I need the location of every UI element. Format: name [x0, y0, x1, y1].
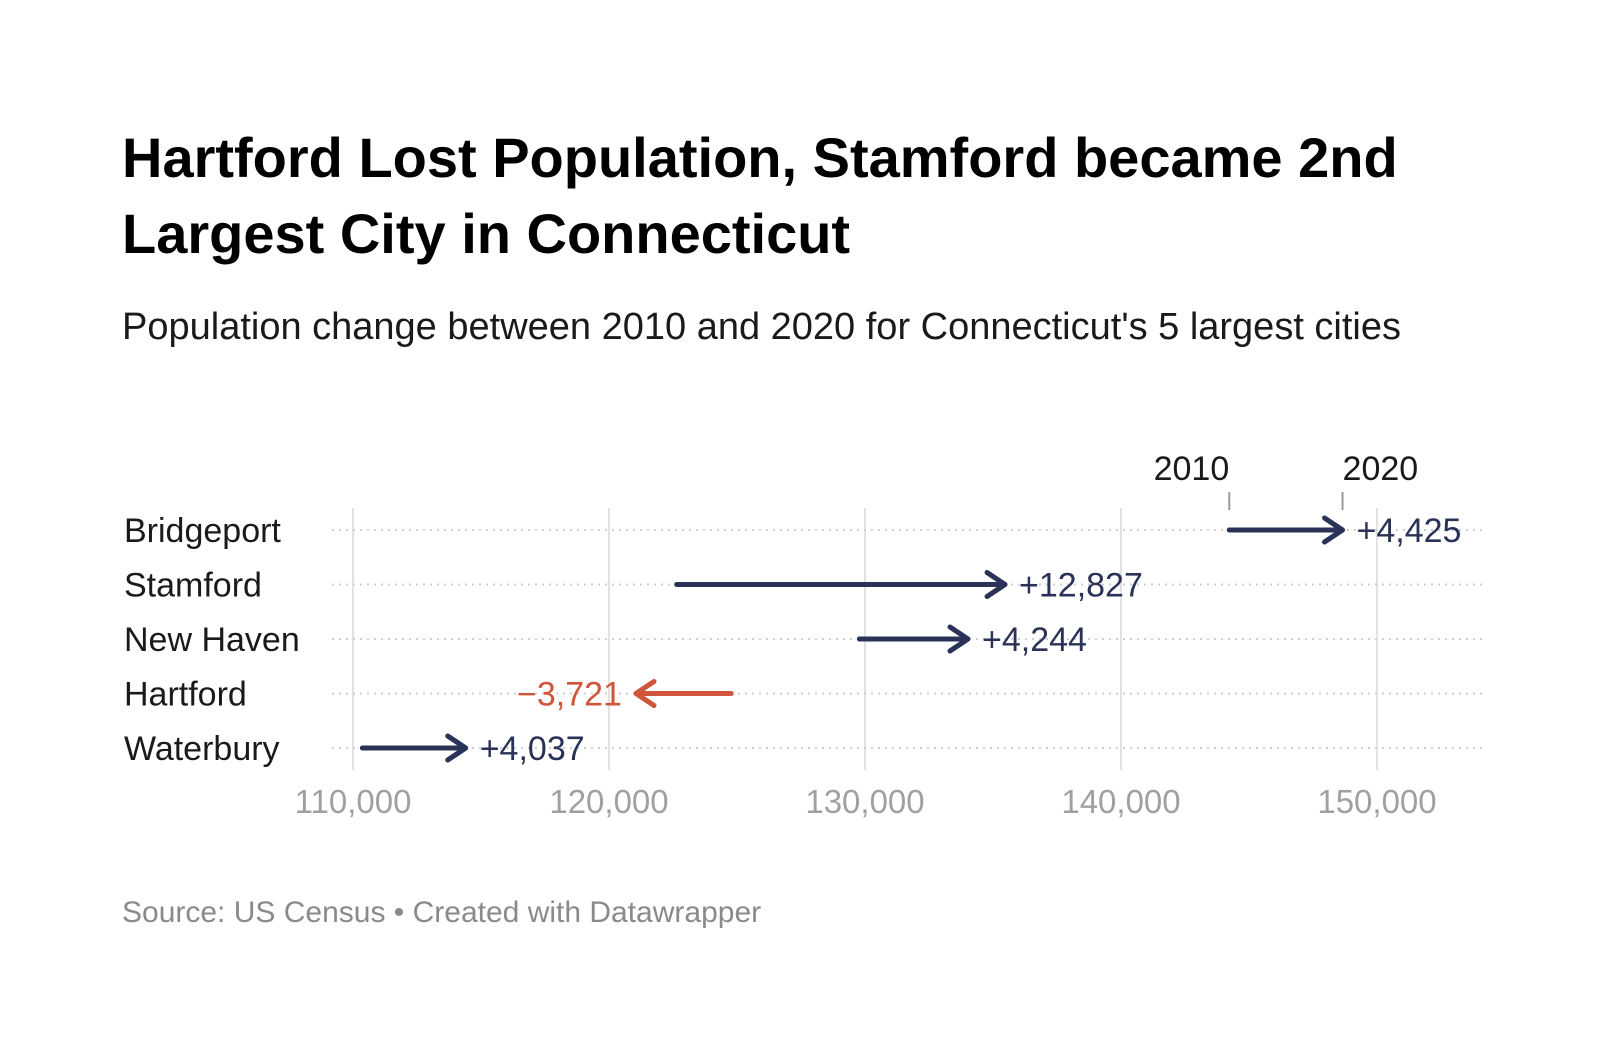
arrow-head: [947, 624, 971, 654]
change-label: −3,721: [517, 676, 622, 714]
city-label: Hartford: [124, 676, 247, 714]
city-label: Stamford: [124, 567, 262, 605]
x-tick-label: 140,000: [1061, 783, 1180, 820]
legend-label-2010: 2010: [1154, 450, 1230, 488]
x-tick-label: 130,000: [805, 783, 924, 820]
city-label: Waterbury: [124, 730, 280, 768]
source-footer: Source: US Census • Created with Datawra…: [122, 896, 762, 929]
arrow-head: [445, 733, 469, 763]
arrow-head: [1322, 515, 1346, 545]
city-label: Bridgeport: [124, 512, 281, 550]
legend-label-2020: 2020: [1343, 450, 1419, 488]
change-label: +4,244: [982, 621, 1087, 659]
arrow-head: [633, 679, 657, 708]
x-tick-label: 120,000: [549, 783, 668, 820]
change-label: +4,425: [1357, 512, 1462, 550]
change-label: +12,827: [1019, 567, 1143, 605]
chart-subtitle: Population change between 2010 and 2020 …: [122, 306, 1402, 348]
chart-title: Hartford Lost Population, Stamford becam…: [122, 126, 1398, 265]
change-label: +4,037: [480, 730, 585, 768]
x-tick-label: 150,000: [1317, 783, 1436, 820]
arrow-head: [984, 570, 1008, 599]
city-label: New Haven: [124, 621, 300, 659]
x-tick-label: 110,000: [295, 783, 412, 820]
